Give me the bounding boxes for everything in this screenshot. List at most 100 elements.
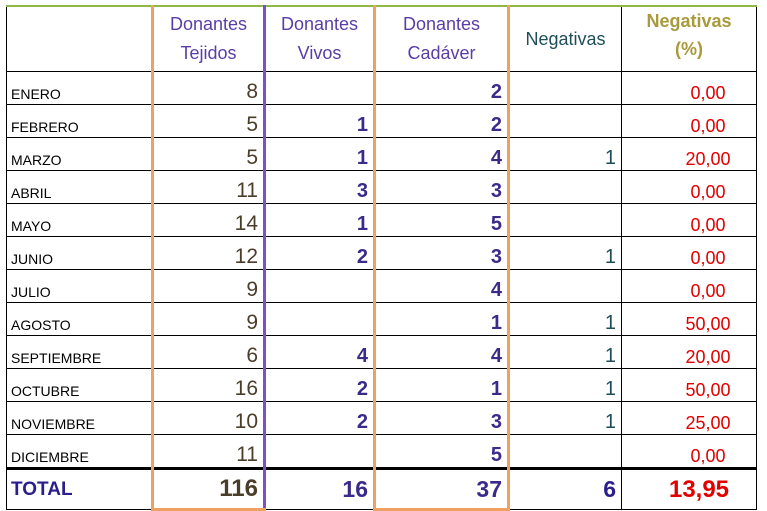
total-negativas: 6 [508, 467, 622, 510]
table-body: ENERO 8 2 0,00 FEBRERO 5 1 2 0,00 MARZO 5 1 4 1 20,00 A… [6, 71, 757, 469]
tejidos-cell: 9 [151, 269, 266, 303]
cadaver-cell: 4 [373, 137, 510, 171]
pct-cell: 0,00 [621, 170, 757, 204]
vivos-cell [264, 269, 375, 303]
negativas-cell [508, 434, 622, 469]
month-cell: JUNIO [6, 236, 153, 270]
negativas-cell: 1 [508, 236, 622, 270]
pct-cell: 0,00 [621, 434, 757, 469]
month-cell: MARZO [6, 137, 153, 171]
header-vivos-line1: Donantes [280, 14, 359, 34]
pct-cell: 0,00 [621, 236, 757, 270]
month-cell: SEPTIEMBRE [6, 335, 153, 369]
header-negativas-label: Negativas [525, 28, 606, 49]
total-cadaver: 37 [373, 467, 510, 511]
pct-cell: 0,00 [621, 104, 757, 138]
cadaver-cell: 4 [373, 335, 510, 369]
negativas-cell: 1 [508, 335, 622, 369]
vivos-cell [264, 71, 375, 105]
vivos-cell: 2 [264, 401, 375, 435]
header-cadaver-line1: Donantes [402, 14, 481, 34]
negativas-cell: 1 [508, 368, 622, 402]
tejidos-cell: 8 [151, 71, 266, 105]
header-vivos-line2: Vivos [297, 43, 342, 63]
cadaver-cell: 3 [373, 170, 510, 204]
vivos-cell: 2 [264, 236, 375, 270]
cadaver-cell: 4 [373, 269, 510, 303]
tejidos-cell: 11 [151, 170, 266, 204]
vivos-cell [264, 434, 375, 469]
header-donantes-tejidos: Donantes Tejidos [151, 5, 266, 72]
table-row: MAYO 14 1 5 0,00 [6, 203, 757, 237]
header-empty-cell [6, 5, 153, 72]
pct-cell: 20,00 [621, 137, 757, 171]
cadaver-cell: 1 [373, 368, 510, 402]
header-tejidos-line1: Donantes [169, 14, 248, 34]
header-negativas-pct: Negativas (%) [621, 5, 757, 72]
cadaver-cell: 1 [373, 302, 510, 336]
tejidos-cell: 11 [151, 434, 266, 469]
table-row: OCTUBRE 16 2 1 1 50,00 [6, 368, 757, 402]
total-tejidos: 116 [151, 467, 266, 511]
cadaver-cell: 5 [373, 434, 510, 469]
vivos-cell: 4 [264, 335, 375, 369]
negativas-cell [508, 269, 622, 303]
pct-cell: 0,00 [621, 203, 757, 237]
table-row: NOVIEMBRE 10 2 3 1 25,00 [6, 401, 757, 435]
table-row: ENERO 8 2 0,00 [6, 71, 757, 105]
vivos-cell: 1 [264, 104, 375, 138]
tejidos-cell: 9 [151, 302, 266, 336]
month-cell: ENERO [6, 71, 153, 105]
tejidos-cell: 6 [151, 335, 266, 369]
header-row: Donantes Tejidos Donantes Vivos Donantes… [6, 5, 757, 72]
table-row: MARZO 5 1 4 1 20,00 [6, 137, 757, 171]
total-row: TOTAL 116 16 37 6 13,95 [6, 467, 757, 511]
table-row: SEPTIEMBRE 6 4 4 1 20,00 [6, 335, 757, 369]
cadaver-cell: 3 [373, 236, 510, 270]
month-cell: FEBRERO [6, 104, 153, 138]
negativas-cell: 1 [508, 302, 622, 336]
cadaver-cell: 2 [373, 104, 510, 138]
cadaver-cell: 2 [373, 71, 510, 105]
total-pct: 13,95 [621, 467, 757, 510]
tejidos-cell: 16 [151, 368, 266, 402]
pct-cell: 50,00 [621, 368, 757, 402]
pct-cell: 50,00 [621, 302, 757, 336]
tejidos-cell: 5 [151, 104, 266, 138]
vivos-cell: 3 [264, 170, 375, 204]
cadaver-cell: 5 [373, 203, 510, 237]
month-cell: OCTUBRE [6, 368, 153, 402]
header-pct-line2: (%) [675, 39, 703, 59]
pct-cell: 0,00 [621, 71, 757, 105]
header-donantes-vivos: Donantes Vivos [264, 5, 375, 72]
tejidos-cell: 10 [151, 401, 266, 435]
month-cell: AGOSTO [6, 302, 153, 336]
month-cell: MAYO [6, 203, 153, 237]
pct-cell: 25,00 [621, 401, 757, 435]
header-tejidos-line2: Tejidos [180, 43, 237, 63]
total-label: TOTAL [6, 467, 153, 510]
negativas-cell [508, 203, 622, 237]
month-cell: JULIO [6, 269, 153, 303]
table-row: ABRIL 11 3 3 0,00 [6, 170, 757, 204]
vivos-cell: 1 [264, 203, 375, 237]
negativas-cell [508, 71, 622, 105]
pct-cell: 0,00 [621, 269, 757, 303]
vivos-cell: 1 [264, 137, 375, 171]
tejidos-cell: 14 [151, 203, 266, 237]
table-row: JUNIO 12 2 3 1 0,00 [6, 236, 757, 270]
cadaver-cell: 3 [373, 401, 510, 435]
total-vivos: 16 [264, 467, 375, 510]
header-cadaver-line2: Cadáver [407, 43, 476, 63]
pct-cell: 20,00 [621, 335, 757, 369]
negativas-cell [508, 104, 622, 138]
table-row: AGOSTO 9 1 1 50,00 [6, 302, 757, 336]
header-negativas: Negativas [508, 5, 622, 72]
table-row: DICIEMBRE 11 5 0,00 [6, 434, 757, 469]
negativas-cell: 1 [508, 401, 622, 435]
negativas-cell: 1 [508, 137, 622, 171]
vivos-cell [264, 302, 375, 336]
table-row: FEBRERO 5 1 2 0,00 [6, 104, 757, 138]
header-pct-line1: Negativas [646, 11, 732, 31]
header-donantes-cadaver: Donantes Cadáver [373, 5, 510, 72]
